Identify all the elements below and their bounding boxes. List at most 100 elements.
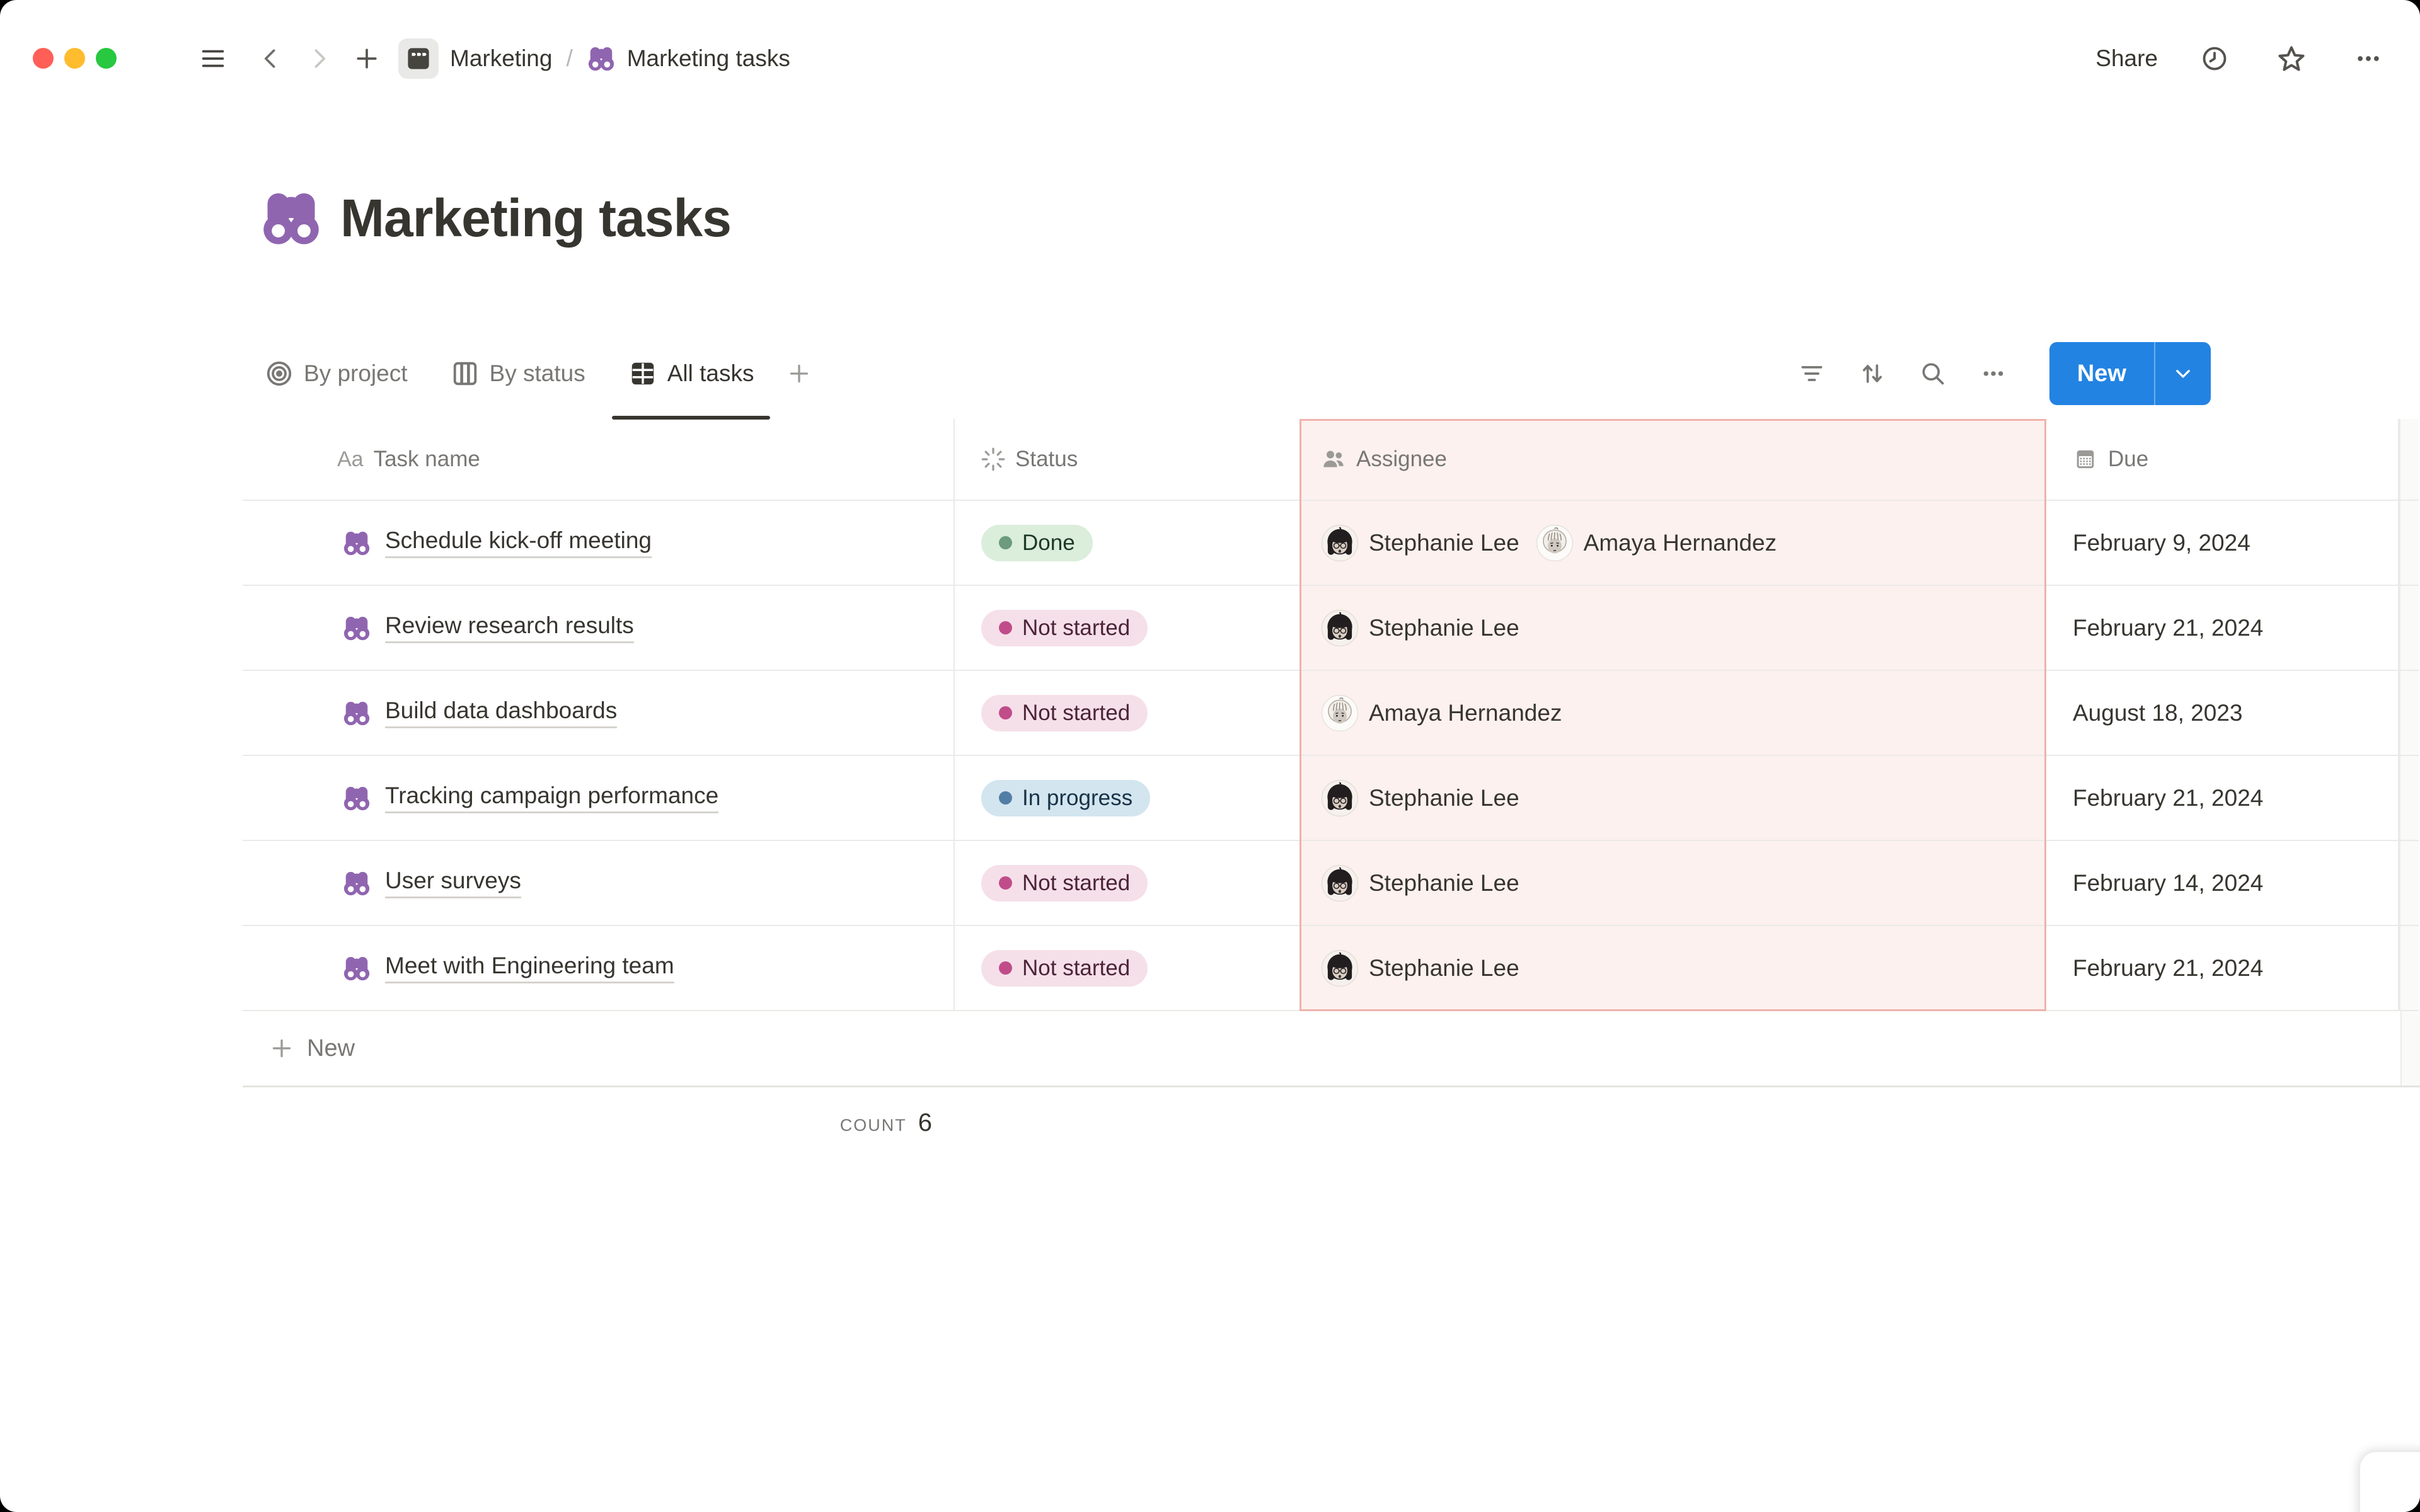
assignee-cell[interactable]: Stephanie Lee: [1299, 926, 2046, 1011]
column-header-task[interactable]: Aa Task name: [243, 419, 955, 501]
tab-by-project[interactable]: By project: [248, 328, 424, 420]
task-name-link[interactable]: User surveys: [385, 868, 521, 898]
assignee-chip[interactable]: Stephanie Lee: [1321, 864, 1519, 902]
status-cell[interactable]: In progress: [955, 756, 1299, 841]
tab-by-status[interactable]: By status: [434, 328, 602, 420]
breadcrumb-current[interactable]: Marketing tasks: [626, 45, 790, 71]
assignee-name: Stephanie Lee: [1369, 869, 1519, 896]
column-header-status[interactable]: Status: [955, 419, 1299, 501]
zoom-window-button[interactable]: [96, 48, 117, 69]
history-clock-icon[interactable]: [2194, 38, 2235, 79]
nav-back-icon[interactable]: [251, 38, 291, 79]
assignee-cell[interactable]: Stephanie Lee Amaya Hernandez: [1299, 501, 2046, 586]
table-header-row: Aa Task name Status Assignee Due: [243, 419, 2420, 501]
count-aggregate[interactable]: COUNT 6: [243, 1109, 955, 1137]
binoculars-icon: [342, 614, 371, 643]
task-cell[interactable]: User surveys: [243, 841, 955, 926]
column-header-due[interactable]: Due: [2046, 419, 2399, 501]
due-date-text: August 18, 2023: [2073, 699, 2243, 726]
task-cell[interactable]: Tracking campaign performance: [243, 756, 955, 841]
status-badge[interactable]: Not started: [981, 609, 1148, 646]
traffic-lights: [33, 48, 117, 69]
page-icon-binoculars[interactable]: [260, 186, 323, 249]
search-icon[interactable]: [1913, 354, 1952, 393]
due-date-cell[interactable]: February 21, 2024: [2046, 586, 2399, 671]
status-cell[interactable]: Not started: [955, 926, 1299, 1011]
new-page-plus-icon[interactable]: [347, 38, 387, 79]
filter-icon[interactable]: [1792, 354, 1831, 393]
assignee-chip[interactable]: Stephanie Lee: [1321, 779, 1519, 817]
assignee-name: Stephanie Lee: [1369, 614, 1519, 641]
table-row[interactable]: Tracking campaign performance In progres…: [243, 756, 2420, 841]
table-row[interactable]: Review research results Not started Step…: [243, 586, 2420, 671]
binoculars-icon: [587, 44, 616, 73]
favorite-star-icon[interactable]: [2271, 38, 2312, 79]
page-title[interactable]: Marketing tasks: [340, 188, 732, 248]
due-date-cell[interactable]: February 14, 2024: [2046, 841, 2399, 926]
table-row[interactable]: User surveys Not started Stephanie Lee F…: [243, 841, 2420, 926]
status-badge[interactable]: Not started: [981, 949, 1148, 987]
assignee-name: Amaya Hernandez: [1583, 529, 1777, 556]
new-task-button[interactable]: New: [2049, 342, 2211, 405]
minimize-window-button[interactable]: [64, 48, 85, 69]
status-badge[interactable]: Not started: [981, 694, 1148, 731]
view-more-icon[interactable]: [1974, 354, 2013, 393]
tasks-table: Aa Task name Status Assignee Due Schedule ki…: [243, 419, 2420, 1158]
due-date-cell[interactable]: February 21, 2024: [2046, 926, 2399, 1011]
assignee-chip[interactable]: Amaya Hernandez: [1321, 694, 1562, 732]
assignee-cell[interactable]: Stephanie Lee: [1299, 756, 2046, 841]
assignee-cell[interactable]: Amaya Hernandez: [1299, 671, 2046, 756]
task-cell[interactable]: Meet with Engineering team: [243, 926, 955, 1011]
status-cell[interactable]: Done: [955, 501, 1299, 586]
task-name-link[interactable]: Tracking campaign performance: [385, 782, 719, 813]
help-float-button[interactable]: [2360, 1452, 2420, 1512]
new-row[interactable]: New: [243, 1011, 2420, 1087]
assignee-cell[interactable]: Stephanie Lee: [1299, 586, 2046, 671]
assignee-chip[interactable]: Stephanie Lee: [1321, 609, 1519, 647]
share-button[interactable]: Share: [2095, 45, 2158, 71]
binoculars-icon: [342, 529, 371, 558]
status-badge[interactable]: In progress: [981, 779, 1151, 816]
nav-forward-icon[interactable]: [299, 38, 339, 79]
close-window-button[interactable]: [33, 48, 54, 69]
table-row[interactable]: Meet with Engineering team Not started S…: [243, 926, 2420, 1011]
due-date-text: February 21, 2024: [2073, 614, 2264, 641]
status-cell[interactable]: Not started: [955, 586, 1299, 671]
binoculars-icon: [342, 784, 371, 813]
breadcrumb-separator: /: [566, 45, 573, 71]
table-row[interactable]: Build data dashboards Not started Amaya …: [243, 671, 2420, 756]
task-name-link[interactable]: Review research results: [385, 612, 634, 643]
task-cell[interactable]: Review research results: [243, 586, 955, 671]
due-date-cell[interactable]: February 9, 2024: [2046, 501, 2399, 586]
status-badge[interactable]: Done: [981, 524, 1093, 561]
task-cell[interactable]: Build data dashboards: [243, 671, 955, 756]
task-name-link[interactable]: Meet with Engineering team: [385, 953, 674, 983]
board-page-icon[interactable]: [398, 38, 439, 79]
sort-icon[interactable]: [1853, 354, 1892, 393]
task-name-link[interactable]: Build data dashboards: [385, 697, 618, 728]
assignee-chip[interactable]: Stephanie Lee: [1321, 949, 1519, 987]
task-cell[interactable]: Schedule kick-off meeting: [243, 501, 955, 586]
add-view-plus-icon[interactable]: [780, 328, 818, 420]
add-column-gutter[interactable]: [2399, 419, 2419, 501]
sidebar-menu-icon[interactable]: [193, 38, 233, 79]
assignee-cell[interactable]: Stephanie Lee: [1299, 841, 2046, 926]
status-badge[interactable]: Not started: [981, 864, 1148, 902]
breadcrumb-parent[interactable]: Marketing: [450, 45, 553, 71]
new-row-label: New: [307, 1034, 355, 1062]
table-icon: [628, 359, 657, 388]
chevron-down-icon[interactable]: [2155, 342, 2211, 405]
more-options-icon[interactable]: [2348, 38, 2388, 79]
new-task-label[interactable]: New: [2077, 360, 2126, 387]
status-cell[interactable]: Not started: [955, 671, 1299, 756]
window-titlebar: Marketing / Marketing tasks Share: [0, 0, 2420, 117]
due-date-cell[interactable]: August 18, 2023: [2046, 671, 2399, 756]
assignee-chip[interactable]: Amaya Hernandez: [1536, 524, 1777, 562]
task-name-link[interactable]: Schedule kick-off meeting: [385, 527, 652, 558]
status-cell[interactable]: Not started: [955, 841, 1299, 926]
table-row[interactable]: Schedule kick-off meeting Done Stephanie…: [243, 501, 2420, 586]
due-date-cell[interactable]: February 21, 2024: [2046, 756, 2399, 841]
tab-all-tasks[interactable]: All tasks: [611, 328, 771, 420]
assignee-chip[interactable]: Stephanie Lee: [1321, 524, 1519, 562]
column-header-assignee[interactable]: Assignee: [1299, 419, 2046, 501]
